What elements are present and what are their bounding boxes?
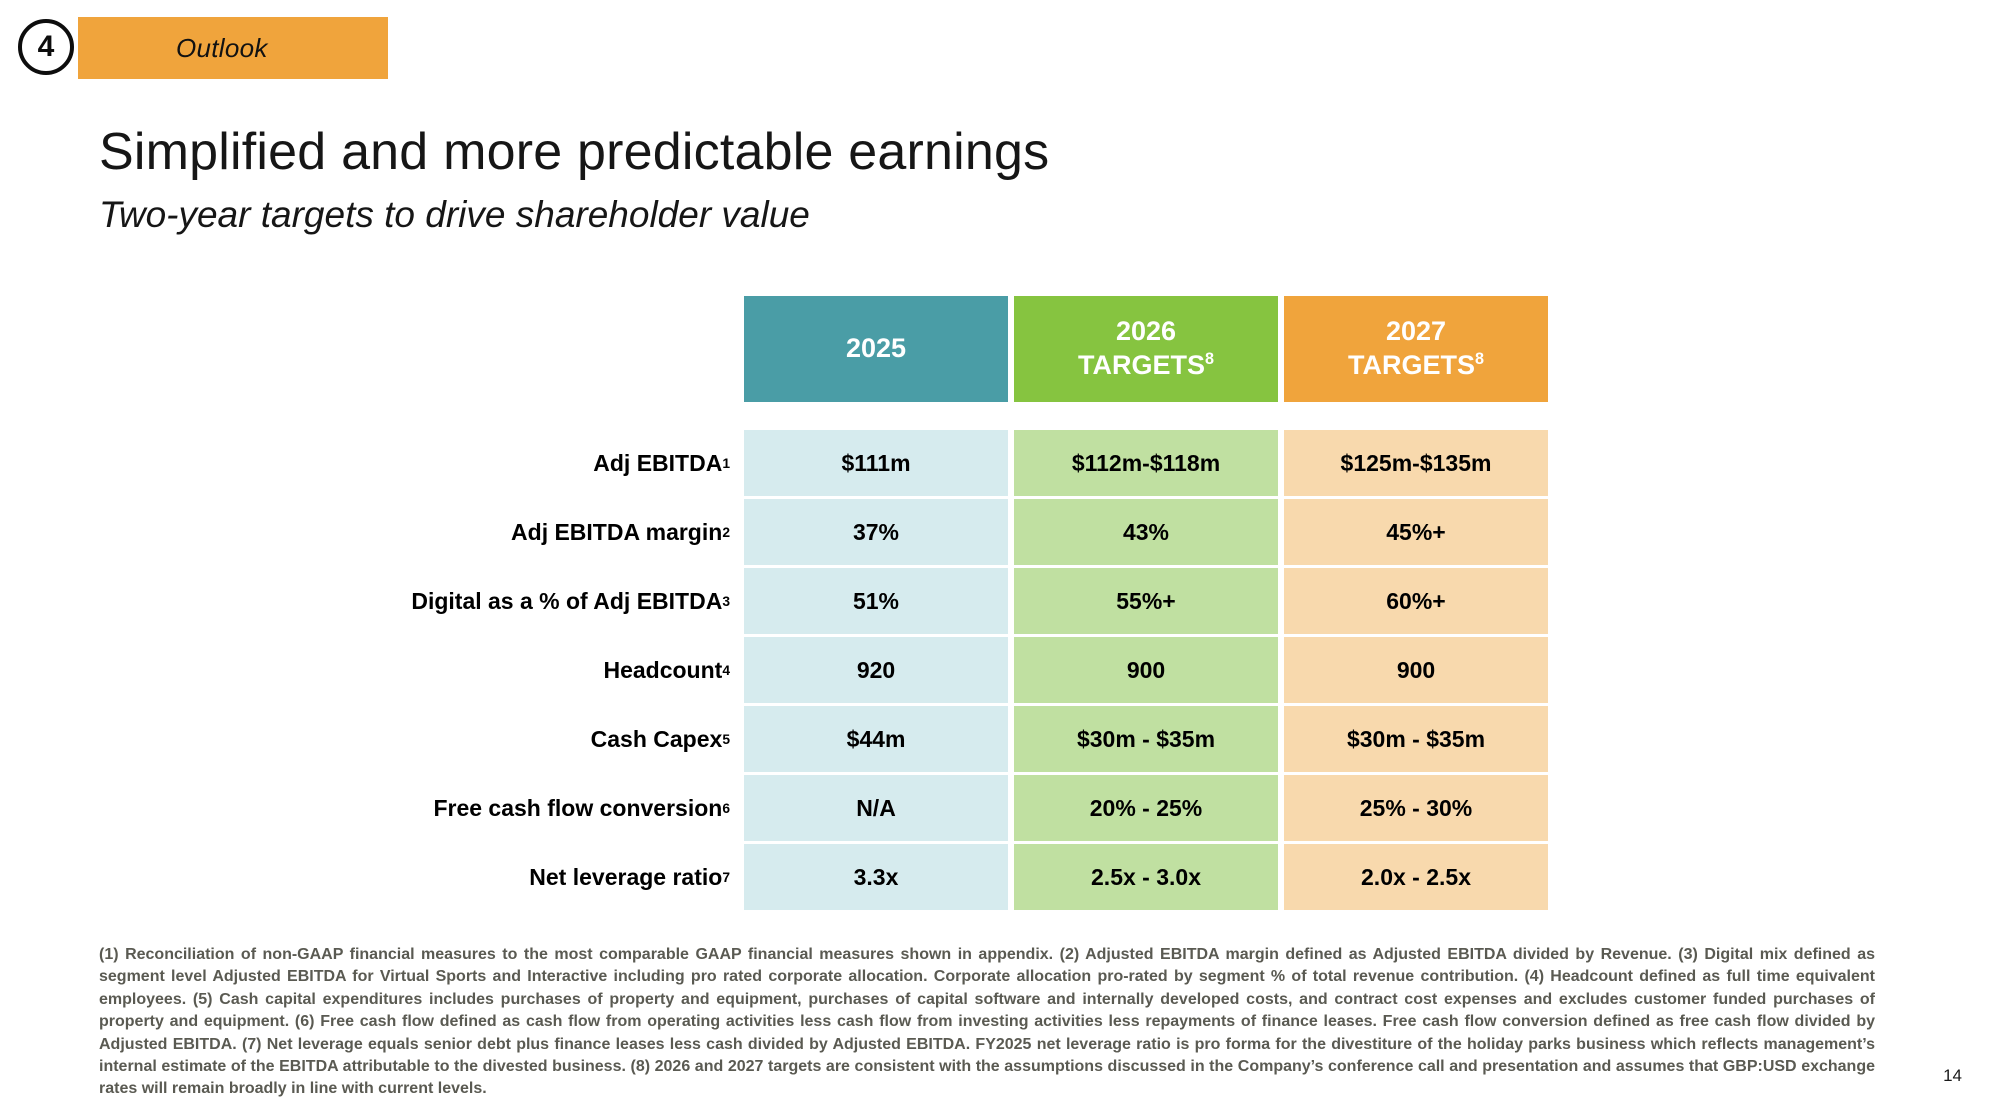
column-header-text: 2027 [1385, 316, 1447, 347]
column-header-text: 2026 [1115, 316, 1177, 347]
table-cell: $125m-$135m [1284, 430, 1548, 496]
column-header-text: 2025 [845, 333, 907, 364]
table-cell: $44m [744, 706, 1008, 772]
table-cell: 920 [744, 637, 1008, 703]
section-number-badge: 4 [18, 19, 74, 75]
table-cell: 3.3x [744, 844, 1008, 910]
table-cell: 43% [1014, 499, 1278, 565]
page-title: Simplified and more predictable earnings [99, 123, 1050, 181]
table-cell: 25% - 30% [1284, 775, 1548, 841]
table-header-row: 2025 2026 TARGETS8 2027 TARGETS8 [380, 296, 1548, 402]
section-label: Outlook [176, 32, 268, 63]
section-number: 4 [37, 30, 55, 63]
column-header-2026-targets: 2026 TARGETS8 [1014, 296, 1278, 402]
section-label-banner: Outlook [78, 17, 388, 79]
table-cell: 60%+ [1284, 568, 1548, 634]
page-number: 14 [1943, 1066, 1962, 1085]
targets-table: 2025 2026 TARGETS8 2027 TARGETS8 Adj EBI… [380, 296, 1548, 910]
table-cell: 20% - 25% [1014, 775, 1278, 841]
row-label-digital-pct-adj-ebitda: Digital as a % of Adj EBITDA 3 [411, 587, 730, 614]
row-label-adj-ebitda-margin: Adj EBITDA margin 2 [511, 518, 730, 545]
row-label-free-cash-flow-conversion: Free cash flow conversion 6 [433, 794, 730, 821]
table-cell: 2.5x - 3.0x [1014, 844, 1278, 910]
page-subtitle: Two-year targets to drive shareholder va… [99, 194, 810, 235]
footnotes: (1) Reconciliation of non-GAAP financial… [99, 946, 1875, 1098]
table-cell: $30m - $35m [1284, 706, 1548, 772]
row-label-headcount: Headcount 4 [603, 656, 730, 683]
row-label-cash-capex: Cash Capex 5 [590, 725, 730, 752]
table-cell: 900 [1284, 637, 1548, 703]
table-cell: 37% [744, 499, 1008, 565]
row-label-net-leverage-ratio: Net leverage ratio 7 [529, 863, 730, 890]
table-cell: N/A [744, 775, 1008, 841]
column-header-2025: 2025 [744, 296, 1008, 402]
table-cell: 45%+ [1284, 499, 1548, 565]
table-body: Adj EBITDA 1 $111m $112m-$118m $125m-$135… [380, 430, 1548, 910]
column-header-2027-targets: 2027 TARGETS8 [1284, 296, 1548, 402]
table-cell: 2.0x - 2.5x [1284, 844, 1548, 910]
header-spacer [380, 296, 738, 402]
table-cell: 900 [1014, 637, 1278, 703]
table-cell: $112m-$118m [1014, 430, 1278, 496]
table-cell: 55%+ [1014, 568, 1278, 634]
row-label-adj-ebitda: Adj EBITDA 1 [593, 449, 730, 476]
table-cell: 51% [744, 568, 1008, 634]
column-header-text: TARGETS [1347, 350, 1475, 380]
column-header-footnote-ref: 8 [1204, 350, 1214, 368]
table-cell: $30m - $35m [1014, 706, 1278, 772]
column-header-text: TARGETS [1077, 350, 1205, 380]
column-header-footnote-ref: 8 [1474, 350, 1484, 368]
table-cell: $111m [744, 430, 1008, 496]
